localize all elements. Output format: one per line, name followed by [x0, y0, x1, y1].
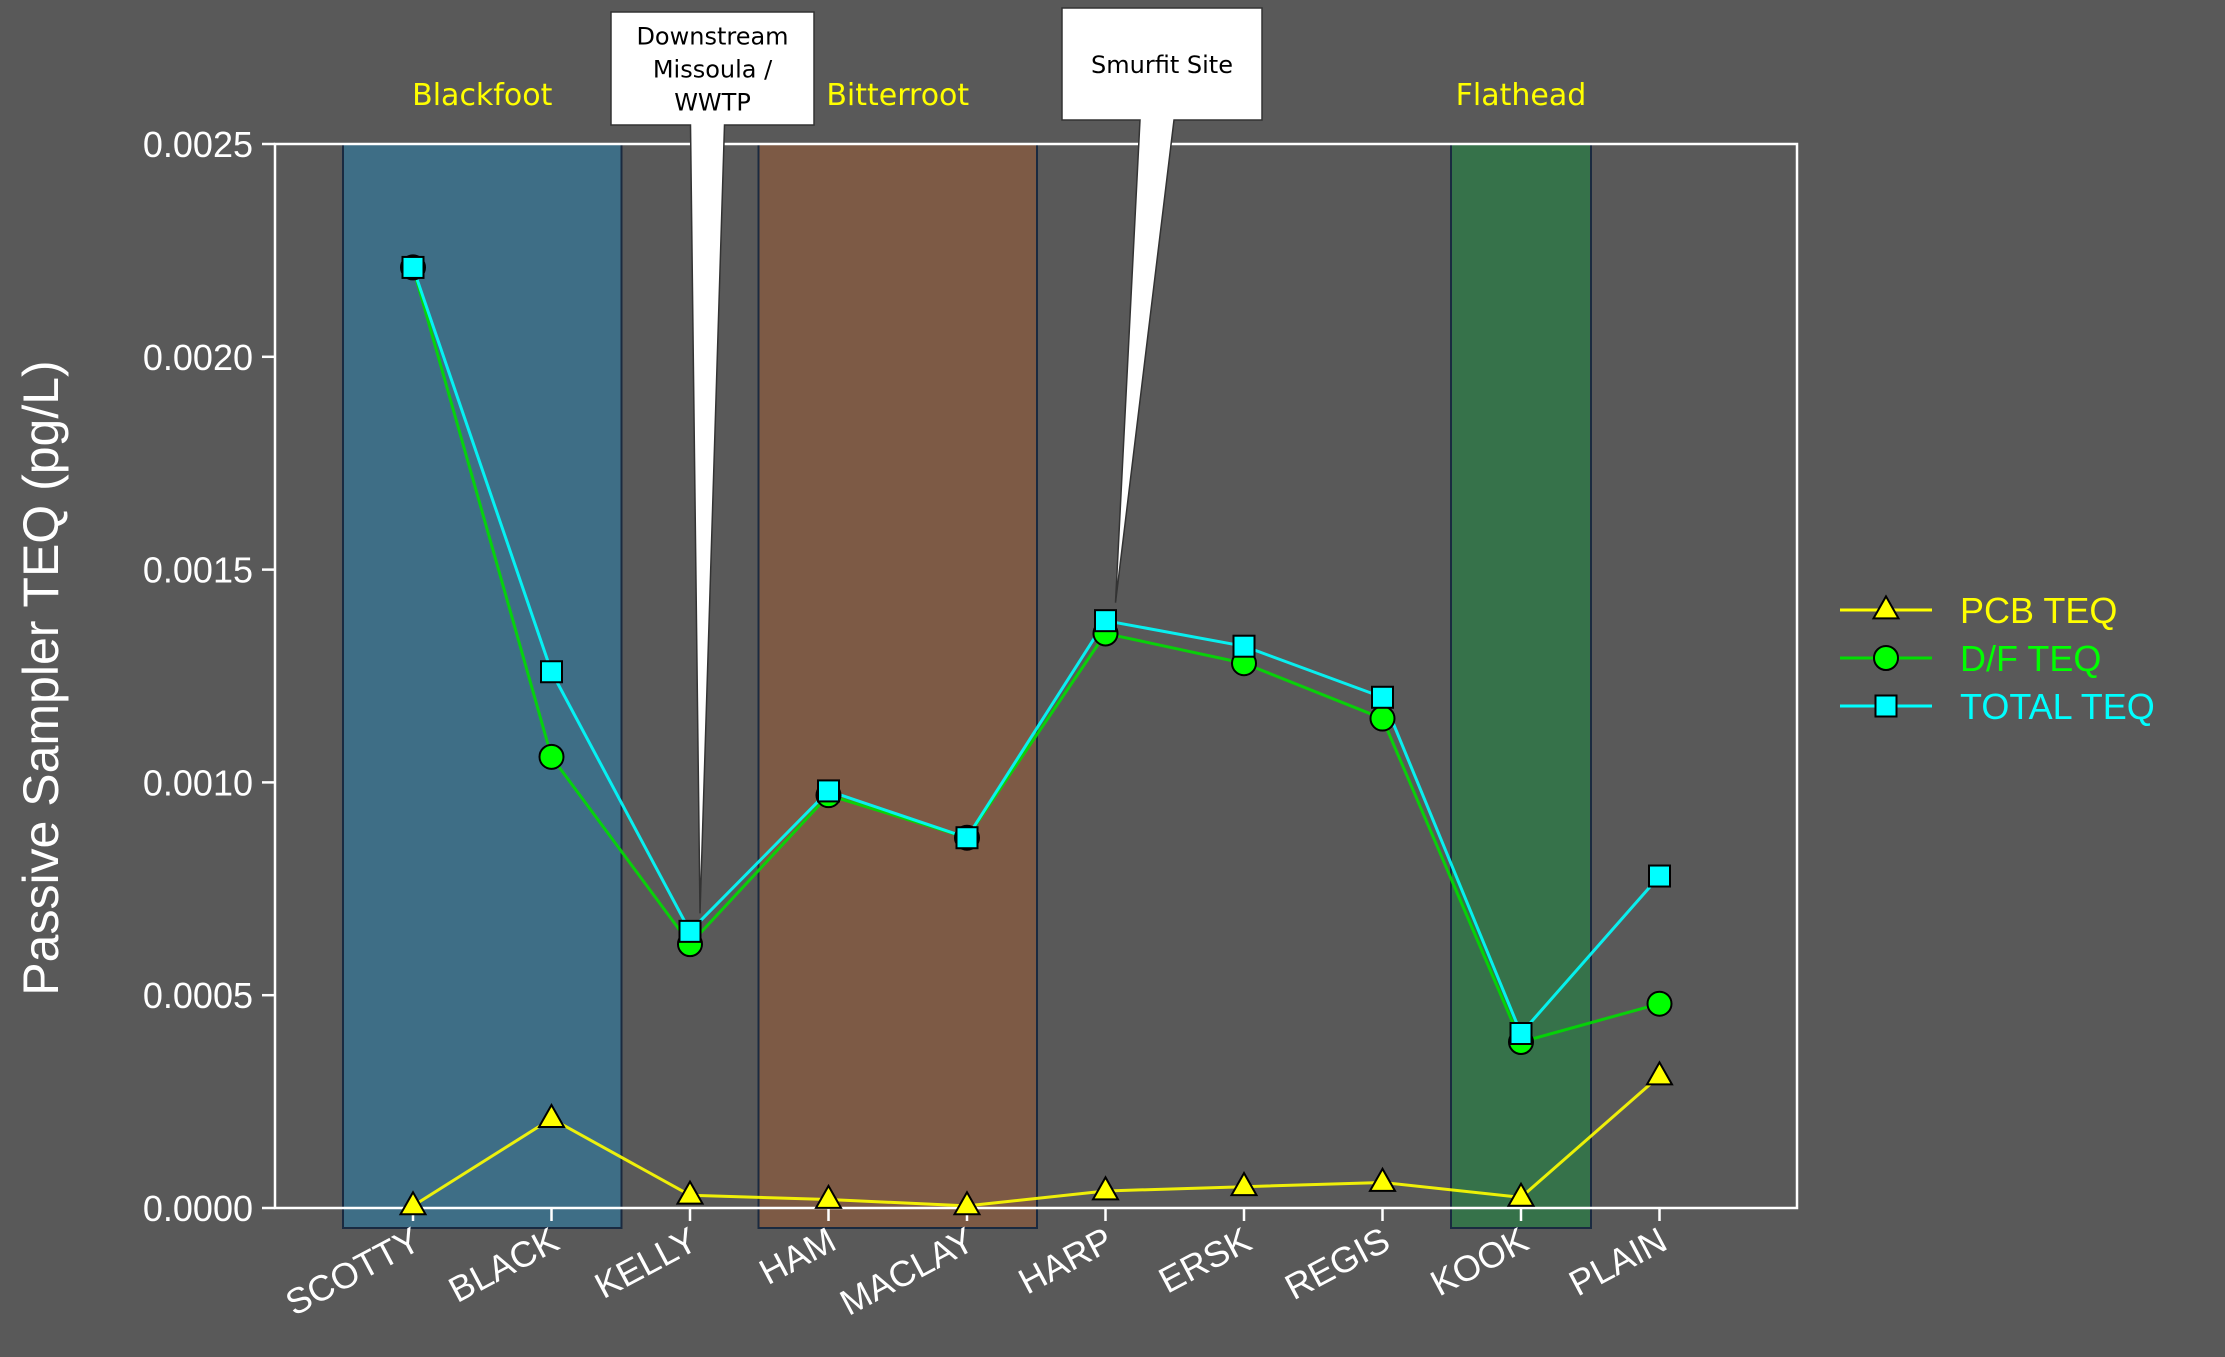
- series-line-d-f-teq: [411, 267, 1660, 1044]
- data-point-pcb-teq: [537, 1102, 566, 1128]
- legend-label-d-f-teq: D/F TEQ: [1960, 638, 2101, 679]
- region-labels: Blackfoot Bitterroot Flathead: [412, 78, 1586, 113]
- region-label-bitterroot: Bitterroot: [826, 78, 969, 113]
- y-tick-label: 0.0020: [143, 337, 253, 378]
- data-point-total-teq: [1094, 609, 1117, 633]
- region-label-blackfoot: Blackfoot: [412, 78, 552, 113]
- y-tick-label: 0.0000: [143, 1188, 253, 1229]
- data-point-pcb-teq: [1368, 1166, 1397, 1192]
- data-point-total-teq: [817, 779, 840, 803]
- y-tick-label: 0.0010: [143, 762, 253, 803]
- callout-text: WWTP: [674, 89, 751, 117]
- series-line-pcb-teq: [412, 1074, 1661, 1208]
- data-point-pcb-teq: [1506, 1181, 1536, 1207]
- legend-marker-total-teq: [1874, 694, 1898, 718]
- data-point-total-teq: [678, 919, 702, 943]
- legend-marker-d-f-teq: [1873, 645, 1899, 671]
- callout-text: Missoula /: [653, 56, 773, 84]
- callout-text: Smurfit Site: [1091, 51, 1233, 79]
- legend-marker-pcb-teq: [1871, 594, 1901, 620]
- region-band-flathead: [1450, 143, 1592, 1229]
- series-markers: [398, 254, 1674, 1216]
- plot-frame: [273, 142, 1799, 1210]
- callout-bubble: [610, 11, 815, 914]
- data-point-total-teq: [1648, 864, 1671, 888]
- data-point-pcb-teq: [1091, 1175, 1120, 1201]
- data-point-pcb-teq: [952, 1190, 982, 1216]
- data-point-pcb-teq: [814, 1183, 843, 1209]
- data-point-d-f-teq: [538, 743, 565, 770]
- data-point-total-teq: [540, 660, 563, 684]
- y-axis-title: Passive Sampler TEQ (pg/L): [13, 360, 69, 995]
- region-band-bitterroot: [757, 143, 1038, 1229]
- data-point-pcb-teq: [398, 1190, 428, 1216]
- callout-text: Downstream: [636, 23, 788, 51]
- legend-label-total-teq: TOTAL TEQ: [1960, 686, 2155, 727]
- data-point-total-teq: [1509, 1022, 1533, 1046]
- y-tick-label: 0.0025: [143, 124, 253, 165]
- y-tick-label: 0.0005: [143, 975, 253, 1016]
- data-point-total-teq: [401, 255, 425, 279]
- region-band-blackfoot: [342, 143, 623, 1229]
- data-point-d-f-teq: [1369, 705, 1396, 732]
- data-point-pcb-teq: [1229, 1171, 1259, 1197]
- region-label-flathead: Flathead: [1456, 78, 1587, 113]
- callout-bubble: [1061, 7, 1263, 603]
- data-point-total-teq: [1232, 634, 1256, 658]
- series-lines: [411, 266, 1661, 1208]
- data-point-pcb-teq: [675, 1179, 705, 1205]
- data-point-total-teq: [955, 826, 979, 850]
- data-point-d-f-teq: [1646, 990, 1673, 1017]
- data-point-pcb-teq: [1645, 1060, 1674, 1086]
- legend: PCB TEQ D/F TEQ TOTAL TEQ: [1840, 590, 2155, 727]
- series-line-total-teq: [411, 266, 1661, 1036]
- legend-label-pcb-teq: PCB TEQ: [1960, 590, 2117, 631]
- data-point-total-teq: [1371, 685, 1394, 709]
- callouts: Downstream Missoula / WWTP Smurfit Site: [610, 7, 1263, 914]
- y-tick-label: 0.0015: [143, 550, 253, 591]
